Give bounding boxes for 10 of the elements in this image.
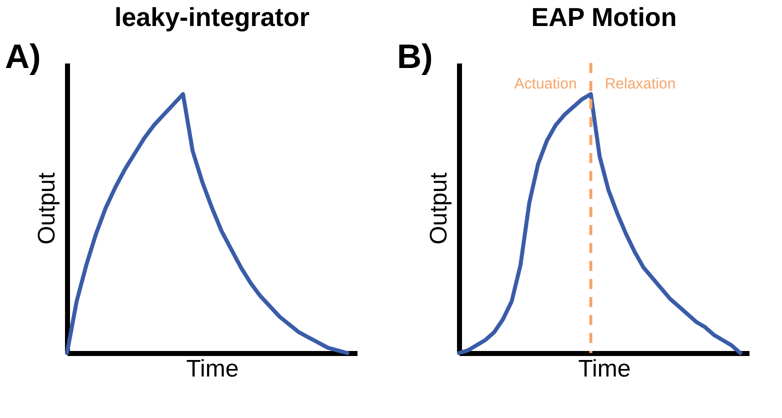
x-axis-title: Time <box>578 356 631 382</box>
text: A) <box>5 38 41 76</box>
x-axis-title: Time <box>186 356 239 382</box>
text: Relaxation <box>604 76 676 93</box>
y-axis-title: Output <box>34 172 60 245</box>
text: B) <box>397 38 433 76</box>
chart-title: leaky-integrator <box>114 2 310 32</box>
text: Actuation <box>514 76 577 93</box>
chart-title: EAP Motion <box>531 2 677 32</box>
y-axis-title: Output <box>426 172 452 245</box>
